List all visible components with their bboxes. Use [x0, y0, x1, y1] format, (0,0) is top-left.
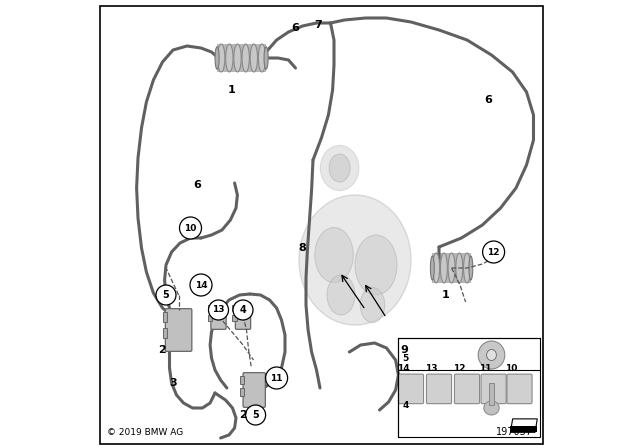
Text: 9: 9	[400, 345, 408, 355]
Ellipse shape	[478, 341, 505, 369]
Circle shape	[179, 217, 202, 239]
Ellipse shape	[234, 44, 241, 72]
Bar	[163, 328, 166, 338]
Ellipse shape	[440, 253, 447, 283]
Text: 14: 14	[195, 280, 207, 289]
FancyBboxPatch shape	[454, 374, 479, 404]
FancyBboxPatch shape	[211, 303, 226, 329]
Text: 6: 6	[292, 23, 300, 33]
Ellipse shape	[355, 235, 397, 295]
Ellipse shape	[329, 154, 350, 182]
Bar	[489, 383, 494, 405]
Text: 13: 13	[212, 306, 225, 314]
Polygon shape	[511, 426, 538, 432]
Text: 8: 8	[299, 243, 307, 253]
Text: 6: 6	[193, 180, 202, 190]
Ellipse shape	[215, 47, 219, 69]
FancyBboxPatch shape	[507, 374, 532, 404]
Bar	[240, 375, 244, 383]
FancyBboxPatch shape	[481, 374, 506, 404]
Ellipse shape	[469, 256, 473, 280]
Text: 11: 11	[270, 374, 283, 383]
Text: 5: 5	[252, 410, 259, 420]
Text: 2: 2	[159, 345, 166, 355]
Text: 1: 1	[227, 85, 235, 95]
Text: 5: 5	[403, 353, 409, 362]
Bar	[232, 315, 237, 321]
Text: 5: 5	[163, 290, 170, 300]
Bar	[163, 312, 166, 322]
Text: 14: 14	[397, 364, 410, 373]
Ellipse shape	[242, 44, 250, 72]
Text: 6: 6	[484, 95, 492, 105]
Circle shape	[209, 300, 228, 320]
Ellipse shape	[299, 195, 411, 325]
Ellipse shape	[463, 253, 470, 283]
Circle shape	[190, 274, 212, 296]
Ellipse shape	[431, 256, 435, 280]
Bar	[433, 253, 471, 283]
Bar	[208, 315, 212, 321]
Circle shape	[233, 300, 253, 320]
Bar	[240, 388, 244, 396]
Bar	[232, 305, 237, 311]
Circle shape	[156, 285, 176, 305]
Ellipse shape	[433, 253, 440, 283]
FancyBboxPatch shape	[236, 303, 251, 329]
Ellipse shape	[456, 253, 463, 283]
Ellipse shape	[486, 349, 497, 361]
Bar	[217, 44, 266, 72]
Text: 2: 2	[239, 410, 247, 420]
Ellipse shape	[321, 146, 359, 190]
Text: 10: 10	[505, 364, 518, 373]
Text: 4: 4	[239, 305, 246, 315]
Text: 11: 11	[479, 364, 492, 373]
Ellipse shape	[360, 288, 385, 323]
Ellipse shape	[259, 44, 266, 72]
Polygon shape	[511, 419, 538, 432]
Ellipse shape	[264, 47, 268, 69]
FancyBboxPatch shape	[426, 374, 452, 404]
FancyBboxPatch shape	[399, 374, 424, 404]
Text: 10: 10	[184, 224, 196, 233]
Text: 13: 13	[425, 364, 437, 373]
Ellipse shape	[484, 401, 499, 415]
Text: 1: 1	[442, 290, 450, 300]
Text: 4: 4	[403, 401, 409, 409]
Circle shape	[483, 241, 504, 263]
Ellipse shape	[250, 44, 257, 72]
FancyBboxPatch shape	[243, 373, 266, 407]
Ellipse shape	[315, 228, 353, 283]
Bar	[398, 338, 540, 437]
Circle shape	[246, 405, 266, 425]
Text: 12: 12	[487, 247, 500, 257]
Text: 3: 3	[169, 378, 177, 388]
Ellipse shape	[448, 253, 455, 283]
Ellipse shape	[327, 275, 355, 315]
FancyBboxPatch shape	[165, 309, 192, 351]
Text: © 2019 BMW AG: © 2019 BMW AG	[107, 428, 184, 437]
Circle shape	[266, 367, 287, 389]
Bar	[208, 305, 212, 311]
Ellipse shape	[226, 44, 233, 72]
Ellipse shape	[218, 44, 225, 72]
Text: 197037: 197037	[496, 427, 532, 437]
Text: 12: 12	[452, 364, 465, 373]
Text: 7: 7	[315, 20, 323, 30]
